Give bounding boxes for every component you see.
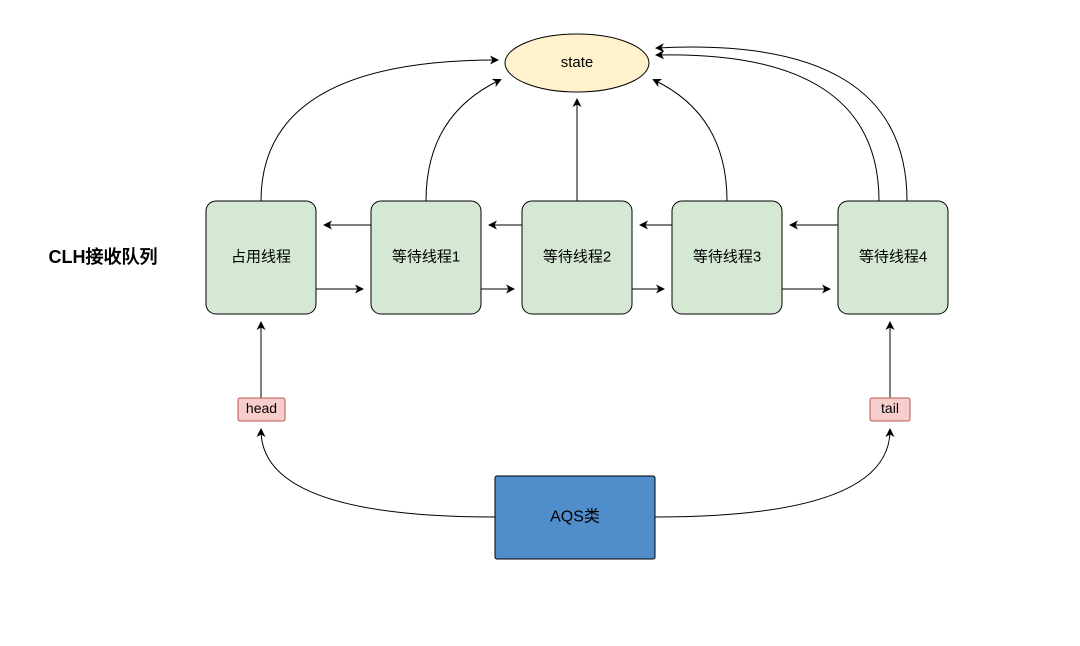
node-n4: 等待线程3: [672, 201, 782, 314]
diagram-canvas: state 占用线程 等待线程1 等待线程2 等待线程3 等待线程4 head tail AQS…: [0, 0, 1080, 646]
edge-n4-state: [654, 80, 727, 201]
node-n1-label: 占用线程: [231, 248, 291, 265]
node-n5-label: 等待线程4: [859, 247, 927, 265]
node-state-label: state: [561, 54, 594, 71]
node-state: state: [505, 34, 649, 92]
node-aqs: AQS类: [495, 476, 655, 559]
diagram-title: CLH接收队列: [49, 246, 158, 267]
node-head-label: head: [246, 400, 277, 416]
node-n3-label: 等待线程2: [543, 247, 611, 265]
edge-n5-state-a: [657, 55, 879, 201]
edge-n1-state: [261, 60, 497, 201]
edge-n5-state-b: [657, 47, 907, 201]
node-n1: 占用线程: [206, 201, 316, 314]
node-n5: 等待线程4: [838, 201, 948, 314]
edge-aqs-head: [261, 430, 495, 517]
node-head: head: [238, 398, 285, 421]
edge-aqs-tail: [655, 430, 890, 517]
node-n2: 等待线程1: [371, 201, 481, 314]
node-tail: tail: [870, 398, 910, 421]
node-n3: 等待线程2: [522, 201, 632, 314]
node-tail-label: tail: [881, 400, 899, 416]
edge-n2-state: [426, 80, 500, 201]
node-n2-label: 等待线程1: [392, 247, 460, 265]
node-aqs-label: AQS类: [550, 508, 600, 526]
node-n4-label: 等待线程3: [693, 247, 761, 265]
